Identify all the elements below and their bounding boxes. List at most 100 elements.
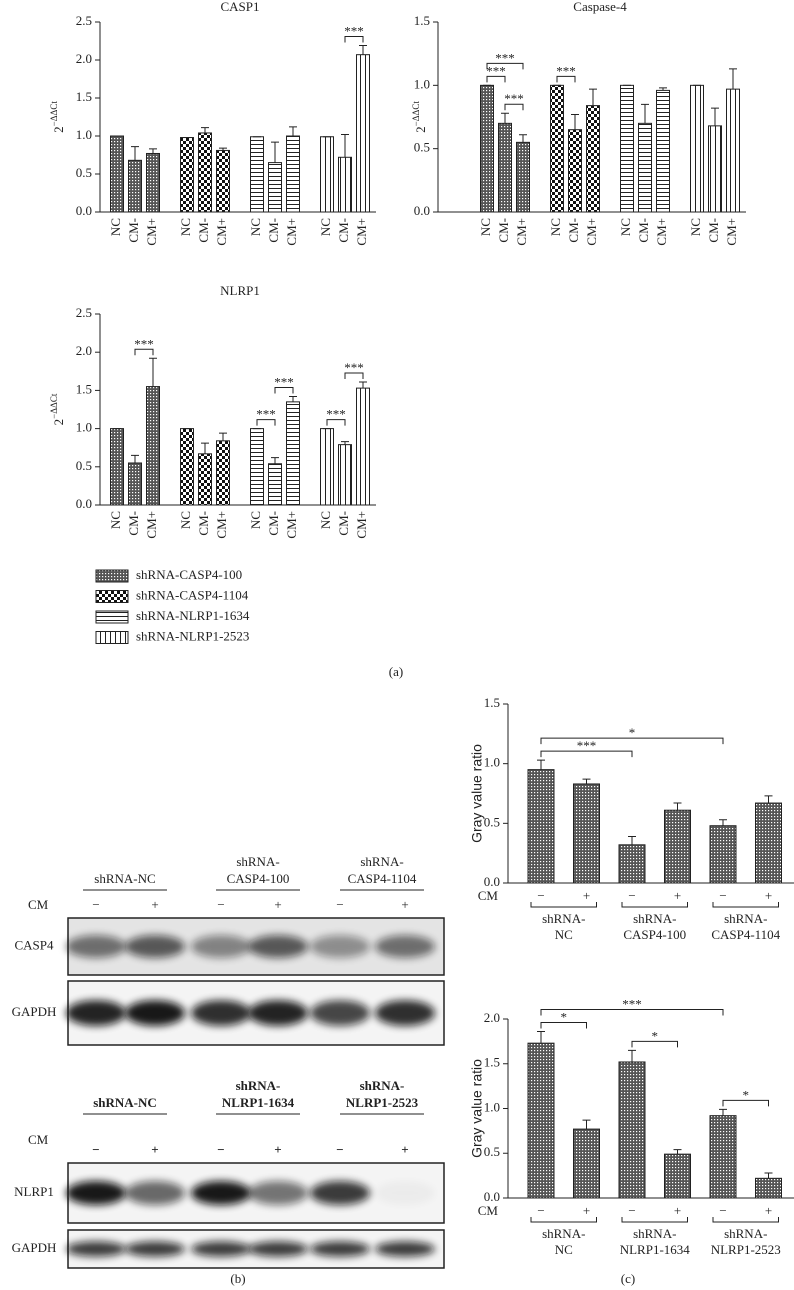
bar — [527, 1042, 555, 1199]
bar — [216, 149, 230, 213]
x-tick-label: CM- — [196, 511, 211, 536]
blot-group-label: shRNA-NC — [94, 871, 155, 886]
x-tick-label: − — [537, 888, 544, 903]
x-tick-label: + — [765, 888, 772, 903]
group-label: shRNA- — [724, 1226, 767, 1241]
bar — [146, 386, 160, 506]
error-bar — [673, 802, 682, 811]
y-axis-label: 2−ΔΔCt — [49, 393, 66, 425]
bar — [516, 141, 530, 213]
significance-label: *** — [326, 407, 346, 422]
bar — [618, 844, 646, 884]
significance-bracket — [344, 36, 364, 43]
blot-row-label: GAPDH — [12, 1004, 57, 1019]
blot-lane-label: + — [401, 897, 408, 912]
significance-label: *** — [622, 997, 642, 1012]
legend-swatch — [95, 631, 129, 644]
group-bracket — [621, 1217, 688, 1223]
x-tick-label: CM+ — [514, 218, 529, 246]
blot-lane-label: − — [92, 897, 99, 912]
x-tick-label: NC — [478, 218, 493, 236]
blot-lane-label: + — [151, 1142, 158, 1157]
x-tick-label: CM+ — [284, 511, 299, 539]
blot-band — [125, 1000, 185, 1026]
error-bar — [719, 1108, 727, 1116]
significance-bracket — [344, 372, 364, 379]
error-bar — [729, 68, 737, 90]
significance-label: *** — [495, 50, 515, 65]
panel-label: (c) — [621, 1271, 635, 1286]
blot-group-label: CASP4-100 — [227, 871, 290, 886]
y-tick-label: 0.5 — [76, 458, 92, 473]
significance-label: *** — [556, 63, 576, 78]
significance-bracket — [556, 75, 576, 83]
error-bar — [628, 835, 636, 845]
error-bar — [571, 113, 579, 130]
y-tick-label: 1.5 — [414, 13, 430, 28]
y-label-base: 2 — [51, 126, 66, 133]
bar — [498, 122, 512, 213]
x-tick-label: − — [719, 1203, 726, 1218]
x-tick-label: NC — [618, 218, 633, 236]
error-bar — [201, 442, 209, 454]
error-bar — [764, 1172, 773, 1179]
blot-band — [375, 1000, 435, 1026]
blot-band — [310, 1000, 370, 1026]
error-bar — [289, 126, 297, 136]
y-tick-label: 1.0 — [76, 127, 92, 142]
error-bar — [537, 1031, 545, 1044]
group-label: shRNA- — [724, 911, 767, 926]
group-label: CASP4-100 — [623, 927, 686, 942]
y-tick-label: 2.5 — [76, 13, 92, 28]
group-bracket — [530, 1217, 597, 1223]
y-label-base: 2 — [413, 126, 428, 133]
group-label: NLRP1-1634 — [620, 1242, 691, 1257]
significance-bracket — [631, 1040, 678, 1048]
blot-band — [66, 1181, 126, 1205]
blot-band — [125, 1181, 185, 1205]
x-tick-label: + — [765, 1203, 772, 1218]
bar — [356, 54, 370, 213]
legend-label: shRNA-CASP4-100 — [136, 567, 242, 582]
significance-label: * — [652, 1028, 659, 1043]
bar — [568, 129, 582, 213]
y-label-exponent: −ΔΔCt — [49, 101, 59, 127]
error-bar — [582, 1119, 591, 1130]
x-tick-label: CM- — [126, 218, 141, 243]
y-axis-label: Gray value ratio — [469, 744, 485, 843]
bar — [198, 132, 212, 213]
significance-bracket — [722, 1099, 769, 1107]
x-tick-label: NC — [108, 511, 123, 529]
y-tick-label: 0.0 — [484, 1189, 500, 1204]
blot-lane-label: − — [336, 1142, 343, 1157]
error-bar — [201, 127, 209, 133]
x-tick-label: CM- — [706, 218, 721, 243]
bar — [250, 136, 264, 213]
bar — [618, 1061, 646, 1199]
blot-band — [310, 935, 370, 958]
y-axis-label: 2−ΔΔCt — [49, 101, 66, 133]
bar — [690, 84, 704, 213]
significance-label: *** — [504, 91, 524, 106]
bar — [550, 84, 564, 213]
legend-swatch — [95, 590, 129, 603]
group-bracket — [712, 1217, 779, 1223]
bar — [573, 783, 600, 884]
bar — [146, 152, 160, 213]
significance-bracket — [274, 387, 294, 394]
bar — [320, 428, 334, 506]
x-tick-label: − — [537, 1203, 544, 1218]
y-tick-label: 0.5 — [414, 140, 430, 155]
y-tick-label: 1.0 — [414, 76, 430, 91]
y-tick-label: 1.0 — [484, 1099, 500, 1114]
x-tick-label: NC — [318, 511, 333, 529]
error-bar — [289, 396, 297, 402]
y-tick-label: 0.0 — [484, 874, 500, 889]
error-bar — [582, 778, 591, 784]
x-tick-label: CM- — [336, 511, 351, 536]
significance-bracket — [486, 62, 524, 70]
x-tick-label: CM+ — [724, 218, 739, 246]
group-label: NC — [555, 1242, 573, 1257]
x-tick-label: CM- — [566, 218, 581, 243]
